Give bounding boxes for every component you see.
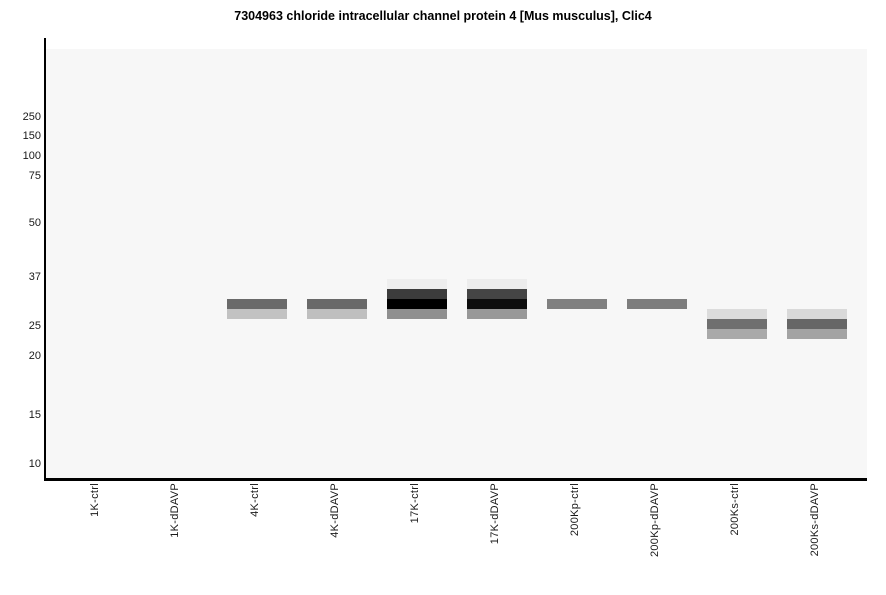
gel-band xyxy=(467,289,527,299)
lane-label: 17K-ctrl xyxy=(409,483,421,524)
gel-band xyxy=(467,309,527,319)
gel-band xyxy=(227,299,287,309)
lane-label: 4K-ctrl xyxy=(249,483,261,517)
gel-band xyxy=(307,299,367,309)
gel-band xyxy=(227,309,287,319)
y-tick-label: 250 xyxy=(22,111,41,123)
y-tick-label: 50 xyxy=(28,217,41,229)
lane-label: 200Ks-dDAVP xyxy=(809,483,821,557)
y-tick-label: 150 xyxy=(22,130,41,142)
y-axis-line xyxy=(44,38,46,481)
gel-band xyxy=(787,319,847,329)
y-tick-label: 20 xyxy=(28,350,41,362)
gel-band xyxy=(627,299,687,309)
gel-band xyxy=(387,289,447,299)
plot-background xyxy=(46,49,867,478)
gel-band xyxy=(387,299,447,309)
gel-band xyxy=(387,279,447,289)
lane-label: 200Kp-dDAVP xyxy=(649,483,661,558)
x-axis-line xyxy=(44,478,867,481)
lane-label: 200Ks-ctrl xyxy=(729,483,741,536)
gel-band xyxy=(547,299,607,309)
gel-band xyxy=(387,309,447,319)
lane-label: 1K-dDAVP xyxy=(169,483,181,538)
lane-label: 4K-dDAVP xyxy=(329,483,341,538)
y-tick-label: 10 xyxy=(28,458,41,470)
gel-band xyxy=(787,309,847,319)
gel-band xyxy=(707,309,767,319)
y-tick-label: 37 xyxy=(28,271,41,283)
lane-label: 17K-dDAVP xyxy=(489,483,501,545)
gel-band xyxy=(467,279,527,289)
y-tick-label: 100 xyxy=(22,150,41,162)
lane-label: 1K-ctrl xyxy=(89,483,101,517)
lane-label: 200Kp-ctrl xyxy=(569,483,581,537)
gel-band xyxy=(787,329,847,339)
gel-band xyxy=(307,309,367,319)
chart-title: 7304963 chloride intracellular channel p… xyxy=(234,9,652,23)
gel-band xyxy=(707,329,767,339)
y-tick-label: 25 xyxy=(28,320,41,332)
gel-band xyxy=(707,319,767,329)
y-tick-label: 75 xyxy=(28,170,41,182)
gel-band xyxy=(467,299,527,309)
y-tick-label: 15 xyxy=(28,409,41,421)
